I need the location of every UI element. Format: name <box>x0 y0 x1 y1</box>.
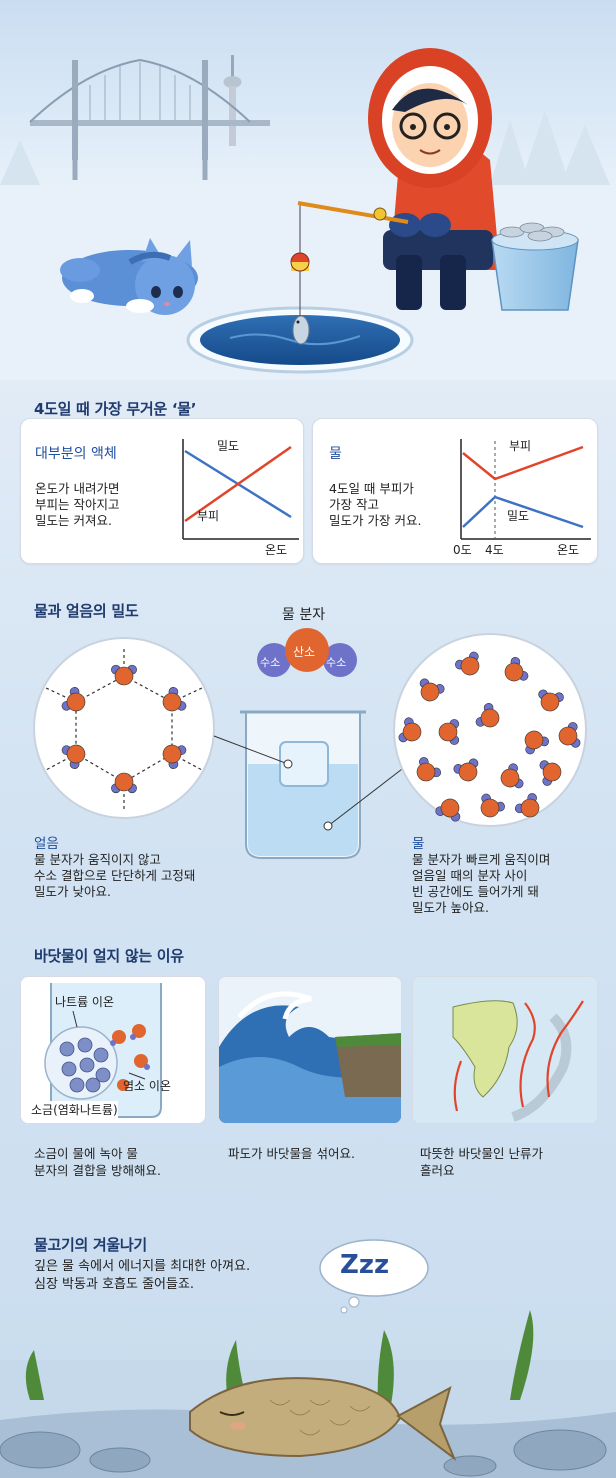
wave-illustration <box>219 977 401 1123</box>
x-tick-4: 4도 <box>485 543 504 557</box>
water-molecule <box>111 772 137 794</box>
graph-water <box>460 439 591 540</box>
water-molecule <box>514 793 540 818</box>
liquid-water-molecules-diagram <box>393 633 587 827</box>
hero-ice-fishing-illustration <box>0 0 616 380</box>
water-molecule <box>398 717 422 743</box>
x-axis-label-temperature: 온도 <box>265 543 288 557</box>
water-molecule <box>61 687 86 712</box>
molecule-oxygen: 산소 <box>293 645 316 659</box>
x-axis-label-temperature-water: 온도 <box>557 543 580 557</box>
wave-caption: 파도가 바닷물을 섞어요. <box>228 1146 355 1161</box>
fish-bucket-icon <box>491 222 579 311</box>
water-molecule <box>558 722 581 748</box>
label-density: 밀도 <box>217 439 240 453</box>
bridge-icon <box>29 58 270 180</box>
section-title-sea-not-freezing: 바닷물이 얼지 않는 이유 <box>34 947 184 965</box>
water-molecule <box>111 664 137 686</box>
water-molecule <box>438 719 460 745</box>
card-heading-most-liquids: 대부분의 액체 <box>35 446 117 462</box>
salt-dissolving-picture: 나트륨 이온 염소 이온 소금(염화나트륨) <box>20 976 206 1124</box>
ice-label: 얼음 <box>34 836 59 852</box>
sleeping-fish-icon <box>189 1377 457 1461</box>
water-molecule <box>500 763 524 789</box>
water-molecule <box>162 687 187 712</box>
korea-current-map <box>413 977 597 1123</box>
volume-curve <box>462 445 584 481</box>
water-molecule <box>419 678 445 702</box>
current-caption: 따뜻한 바닷물인 난류가 흘러요 <box>420 1146 543 1178</box>
molecule-hydrogen-right: 수소 <box>326 656 347 669</box>
sodium-ion-label: 나트륨 이온 <box>55 995 115 1009</box>
connector-lines <box>213 735 407 831</box>
salt-label: 소금(염화나트륨) <box>31 1101 118 1118</box>
water-molecule <box>455 651 480 676</box>
small-fish-icon <box>292 315 310 345</box>
card-text-water: 4도일 때 부피가 가장 작고 밀도가 가장 커요. <box>329 481 422 528</box>
dream-text-zzz: Zzz <box>340 1250 390 1280</box>
water-molecule <box>504 657 529 682</box>
card-text-most-liquids: 온도가 내려가면 부피는 작아지고 밀도는 커져요. <box>35 481 120 528</box>
section-title-4-degree-water: 4도일 때 가장 무거운 ‘물’ <box>34 400 197 418</box>
card-heading-water: 물 <box>329 446 342 462</box>
beaker-with-ice-cube <box>240 710 366 859</box>
water-molecule-diagram <box>257 628 357 677</box>
warm-current-map <box>412 976 598 1124</box>
water-molecule <box>416 757 442 782</box>
section-title-fish-winter: 물고기의 겨울나기 <box>34 1236 147 1254</box>
salt-ions-diagram <box>44 983 162 1118</box>
bobber-icon <box>290 252 310 272</box>
child-ice-fishing-icon <box>368 48 500 310</box>
water-molecule <box>453 758 479 782</box>
ice-description: 물 분자가 움직이지 않고 수소 결합으로 단단하게 고정돼 밀도가 낮아요. <box>34 852 196 899</box>
label-density-water: 밀도 <box>507 509 530 523</box>
dream-bubble <box>319 1239 429 1314</box>
volume-line <box>184 445 292 523</box>
water-description: 물 분자가 빠르게 움직이며 얼음일 때의 분자 사이 빈 공간에도 들어가게 … <box>412 852 551 915</box>
section-title-water-ice-density: 물과 얼음의 밀도 <box>34 602 139 620</box>
water-molecule <box>435 798 461 822</box>
molecule-hydrogen-left: 수소 <box>260 656 281 669</box>
water-molecule <box>475 703 500 728</box>
salt-caption: 소금이 물에 녹아 물 분자의 결합을 방해해요. <box>34 1146 161 1178</box>
fishing-rod-icon <box>297 201 409 224</box>
water-label: 물 <box>412 836 425 852</box>
card-water: 물 4도일 때 부피가 가장 작고 밀도가 가장 커요. 부피 밀도 0도 4도… <box>312 418 598 564</box>
graph-most-liquids <box>182 439 299 540</box>
water-molecule <box>162 744 187 769</box>
x-tick-0: 0도 <box>453 543 472 557</box>
wave-picture <box>218 976 402 1124</box>
water-molecule <box>61 744 86 769</box>
card-most-liquids: 대부분의 액체 온도가 내려가면 부피는 작아지고 밀도는 커져요. 밀도 부피… <box>20 418 304 564</box>
molecule-title: 물 분자 <box>282 607 326 623</box>
water-molecule <box>524 730 549 755</box>
ice-lattice-diagram <box>33 637 215 819</box>
water-molecule <box>538 689 564 712</box>
density-curve <box>462 495 584 529</box>
seoul-tower-icon <box>223 55 242 146</box>
blue-cat-icon <box>60 238 198 315</box>
label-volume: 부피 <box>197 509 220 523</box>
water-molecule <box>480 793 505 818</box>
fish-winter-description: 깊은 물 속에서 에너지를 최대한 아껴요. 심장 박동과 호흡도 줄어들죠. <box>34 1259 251 1292</box>
chloride-ion-label: 염소 이온 <box>123 1079 171 1093</box>
water-molecule <box>539 760 562 786</box>
sea-bottom-sleeping-fish <box>0 1310 616 1478</box>
label-volume-water: 부피 <box>509 439 532 453</box>
